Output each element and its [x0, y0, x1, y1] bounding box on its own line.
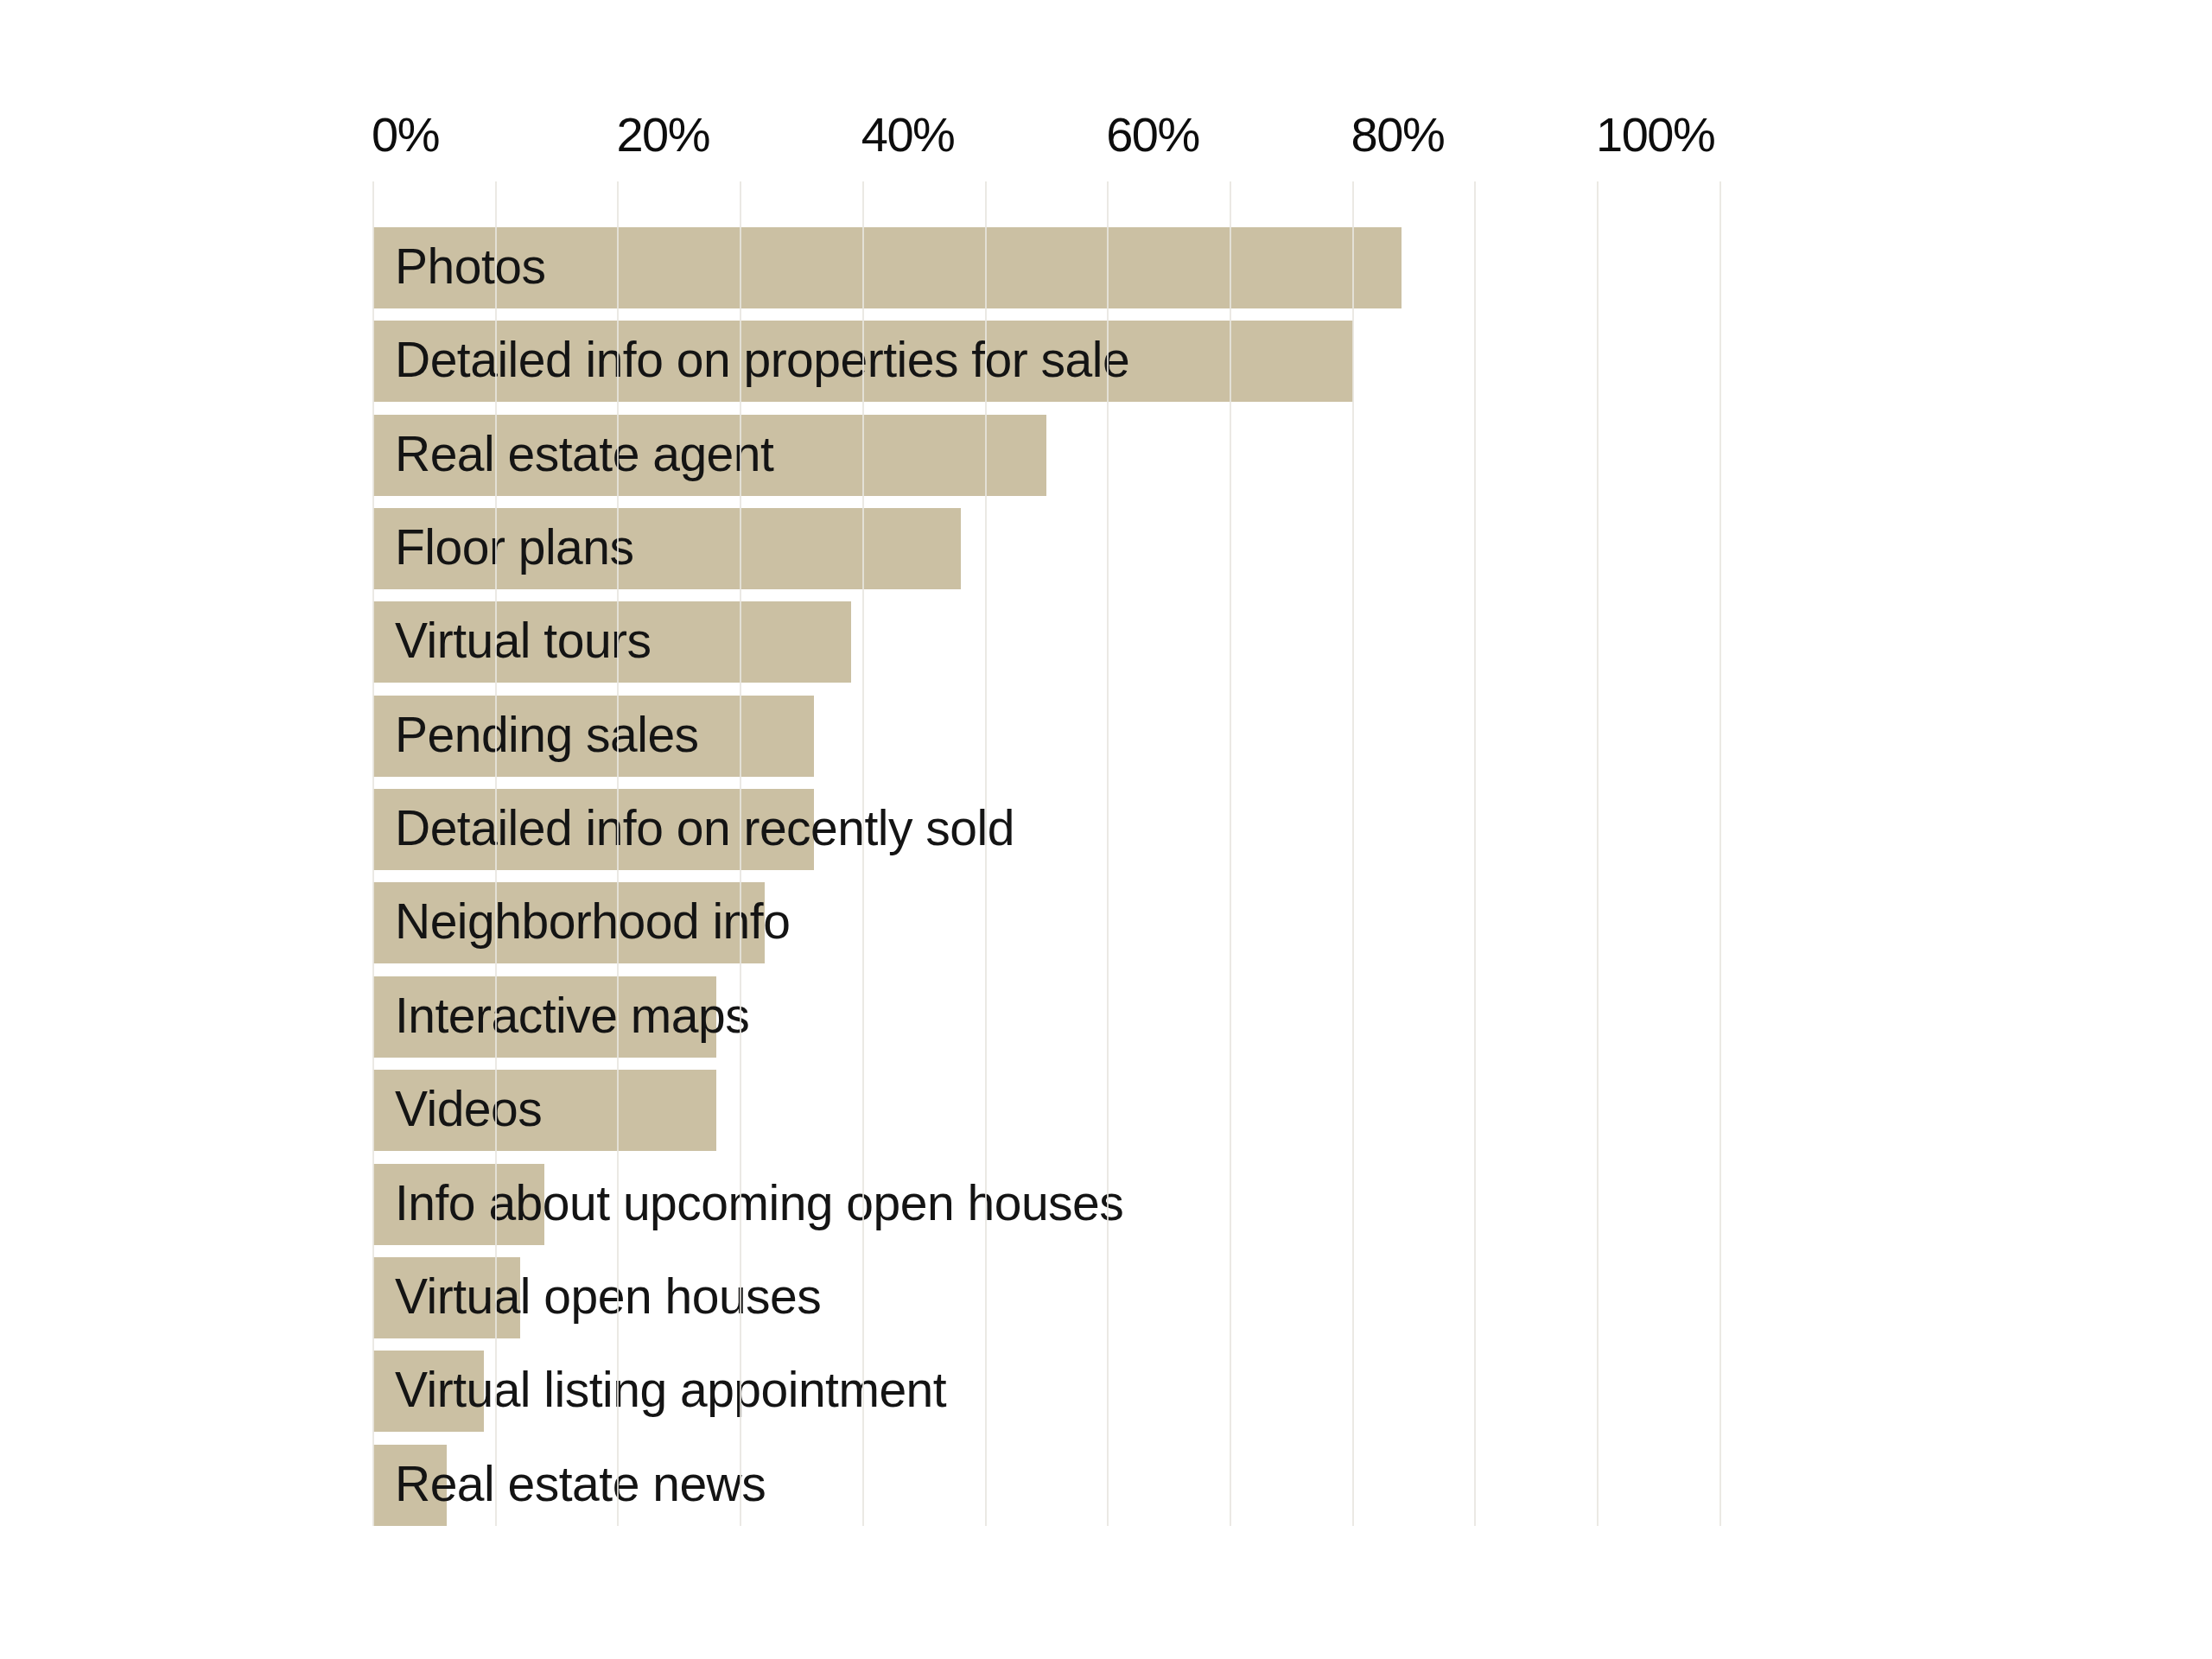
- bar-label: Virtual tours: [395, 617, 652, 666]
- gridline: [495, 181, 497, 1526]
- gridline: [1719, 181, 1721, 1526]
- bar-label: Detailed info on recently sold: [395, 804, 1014, 853]
- bar-label: Videos: [395, 1085, 542, 1135]
- bar-label: Floor plans: [395, 523, 633, 572]
- x-axis-tick-label: 80%: [1351, 111, 1445, 159]
- x-axis-tick-label: 40%: [861, 111, 955, 159]
- gridline: [1474, 181, 1476, 1526]
- gridline: [740, 181, 741, 1526]
- bar-row: Interactive maps: [0, 976, 2212, 1058]
- bar-label: Pending sales: [395, 710, 699, 760]
- gridline: [372, 181, 374, 1526]
- bar-row: Virtual open houses: [0, 1257, 2212, 1338]
- x-axis-tick-label: 60%: [1106, 111, 1199, 159]
- bar-label: Virtual open houses: [395, 1272, 821, 1321]
- bar-row: Detailed info on recently sold: [0, 789, 2212, 870]
- bar-row: Virtual tours: [0, 601, 2212, 683]
- bar-row: Real estate news: [0, 1445, 2212, 1526]
- bar-label: Interactive maps: [395, 991, 749, 1040]
- gridline: [1107, 181, 1109, 1526]
- gridline: [617, 181, 619, 1526]
- gridline: [985, 181, 987, 1526]
- bar-label: Info about upcoming open houses: [395, 1179, 1123, 1228]
- bar-row: Neighborhood info: [0, 882, 2212, 963]
- bar-label: Detailed info on properties for sale: [395, 336, 1129, 385]
- bar-row: Pending sales: [0, 696, 2212, 777]
- bar-row: Detailed info on properties for sale: [0, 321, 2212, 402]
- bar-row: Videos: [0, 1070, 2212, 1151]
- bar-chart: 0% 20% 40% 60% 80% 100% Photos Detailed info o…: [0, 0, 2212, 1659]
- bar-row: Floor plans: [0, 508, 2212, 589]
- gridline: [1230, 181, 1231, 1526]
- gridline: [862, 181, 864, 1526]
- bar-label: Real estate agent: [395, 429, 773, 479]
- bar-label: Real estate news: [395, 1459, 766, 1509]
- bar-label: Photos: [395, 242, 545, 291]
- bar-label: Neighborhood info: [395, 898, 790, 947]
- gridline: [1352, 181, 1354, 1526]
- bar-row: Info about upcoming open houses: [0, 1164, 2212, 1245]
- bar-row: Photos: [0, 227, 2212, 308]
- gridline: [1597, 181, 1599, 1526]
- x-axis-tick-label: 100%: [1596, 111, 1714, 159]
- bar-row: Virtual listing appointment: [0, 1351, 2212, 1432]
- x-axis-tick-label: 20%: [616, 111, 709, 159]
- bar-row: Real estate agent: [0, 415, 2212, 496]
- x-axis-tick-label: 0%: [372, 111, 439, 159]
